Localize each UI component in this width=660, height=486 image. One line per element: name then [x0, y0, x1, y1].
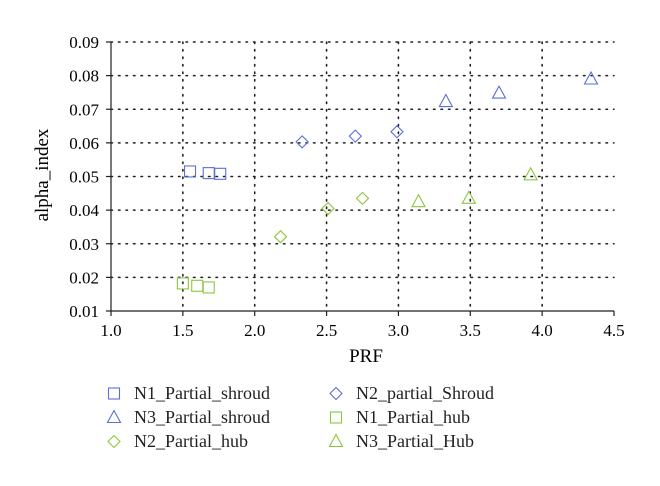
x-tick-label: 1.5 [172, 321, 193, 340]
square-marker-icon [107, 387, 121, 400]
square-marker-icon [329, 411, 343, 424]
series-n1-partial-shroud [183, 165, 227, 180]
data-point [583, 70, 599, 85]
series-n1-partial-hub [176, 277, 215, 294]
data-point [321, 201, 335, 216]
data-point [191, 279, 204, 292]
tick-labels: 1.0 1.5 2.0 2.5 3.0 3.5 4.0 4.5 0.01 0.02 0.03 0.04… [69, 33, 624, 340]
y-tick-label: 0.04 [69, 201, 99, 220]
y-tick-label: 0.09 [69, 33, 99, 52]
x-tick-label: 1.0 [100, 321, 121, 340]
legend-item: N1_Partial_shroud [106, 382, 270, 404]
series-n2-partial-shroud [295, 125, 404, 149]
legend-item: N3_Partial_Hub [328, 430, 474, 452]
legend-marker [329, 411, 343, 424]
legend-item: N2_partial_Shroud [328, 382, 494, 404]
data-point [523, 166, 539, 181]
axes [106, 41, 615, 316]
legend-label: N2_partial_Shroud [356, 382, 494, 403]
data-point [491, 84, 507, 99]
data-point [461, 190, 477, 204]
legend-label: N1_Partial_shroud [134, 382, 270, 403]
legend-marker [107, 434, 121, 449]
data-point [438, 93, 454, 108]
y-tick-label: 0.02 [69, 268, 99, 287]
x-tick-label: 4.0 [532, 321, 553, 340]
diamond-marker-icon [329, 386, 343, 401]
scatter-chart: 1.0 1.5 2.0 2.5 3.0 3.5 4.0 4.5 0.01 0.02 0.03 0.04… [32, 33, 625, 367]
legend-label: N3_Partial_Hub [356, 430, 474, 451]
data-point [176, 277, 189, 290]
x-tick-label: 2.0 [244, 321, 265, 340]
data-point [348, 129, 363, 143]
legend-label: N3_Partial_shroud [134, 406, 270, 427]
data-point [411, 193, 426, 208]
x-tick-label: 3.5 [460, 321, 481, 340]
legend-marker [328, 433, 344, 448]
x-tick-label: 3.0 [388, 321, 409, 340]
legend-marker [107, 387, 121, 400]
x-axis-label: PRF [349, 346, 383, 367]
data-points [176, 70, 599, 294]
data-point [183, 165, 197, 178]
legend-item: N2_Partial_hub [106, 430, 248, 452]
data-point [273, 229, 288, 244]
triangle-marker-icon [328, 433, 344, 448]
series-n3-partial-hub [411, 166, 539, 208]
y-tick-label: 0.01 [69, 302, 99, 321]
y-tick-label: 0.05 [69, 168, 99, 187]
y-axis-label: alpha_index [32, 128, 53, 221]
legend-marker [106, 409, 122, 424]
data-point [295, 135, 309, 149]
diamond-marker-icon [107, 434, 121, 449]
legend-item: N1_Partial_hub [328, 406, 470, 428]
series-n3-partial-shroud [438, 70, 599, 108]
legend-label: N2_Partial_hub [134, 430, 248, 451]
x-tick-label: 2.5 [316, 321, 337, 340]
legend-label: N1_Partial_hub [356, 406, 470, 427]
data-point [390, 125, 404, 139]
data-point [214, 167, 227, 180]
data-point [202, 281, 215, 294]
triangle-marker-icon [106, 409, 122, 424]
legend-marker [329, 386, 343, 401]
y-tick-label: 0.07 [69, 100, 99, 119]
data-point [355, 191, 370, 206]
x-tick-label: 4.5 [603, 321, 624, 340]
legend-item: N3_Partial_shroud [106, 406, 270, 428]
series-n2-partial-hub [273, 191, 370, 244]
y-tick-label: 0.06 [69, 134, 99, 153]
y-tick-label: 0.08 [69, 67, 99, 86]
y-tick-label: 0.03 [69, 235, 99, 254]
